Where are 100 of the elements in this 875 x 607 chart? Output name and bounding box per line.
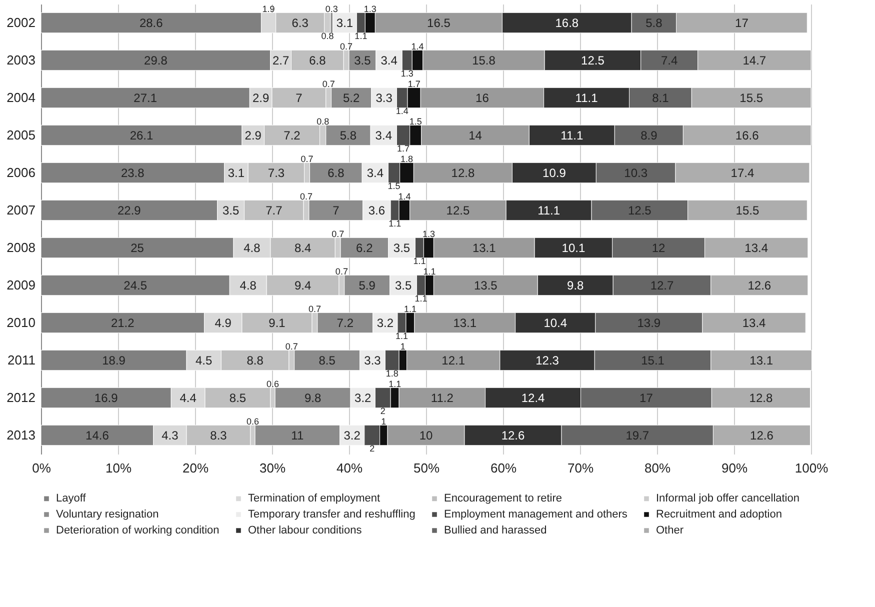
data-label: 2.9 — [244, 128, 262, 142]
data-label: 1.8 — [400, 154, 414, 164]
data-label: 0.8 — [321, 30, 334, 41]
data-label: 19.7 — [626, 428, 650, 442]
data-label: 0.7 — [335, 266, 348, 276]
data-label: 1.1 — [395, 330, 408, 341]
data-label: 3.5 — [354, 53, 372, 68]
y-tick-label: 2003 — [6, 52, 36, 68]
data-label: 1.5 — [409, 116, 422, 126]
data-label: 12.5 — [628, 203, 652, 218]
data-label: 13.4 — [744, 240, 768, 255]
x-tick-label: 70% — [567, 460, 594, 476]
data-label: 10.9 — [542, 166, 566, 180]
data-label: 12 — [652, 240, 666, 255]
data-label: 0.7 — [332, 228, 344, 239]
data-label: 0.7 — [322, 78, 335, 89]
data-label: 5.2 — [342, 90, 360, 105]
data-label: 1.5 — [388, 180, 400, 191]
legend-label: Bullied and harassed — [444, 524, 547, 536]
data-label: 25 — [130, 240, 144, 255]
data-label: 1.7 — [408, 78, 420, 89]
data-label: 3.4 — [366, 166, 384, 180]
data-label: 3.1 — [228, 166, 245, 180]
data-label: 18.9 — [102, 353, 126, 368]
data-label: 17 — [735, 16, 749, 30]
data-label: 3.4 — [375, 128, 392, 142]
data-label: 4.4 — [180, 390, 197, 405]
data-label: 2 — [380, 406, 386, 416]
data-label: 24.5 — [124, 278, 148, 292]
data-label: 7 — [332, 203, 340, 218]
x-tick-label: 40% — [336, 460, 363, 476]
data-label: 1.1 — [404, 304, 416, 314]
data-label: 1.4 — [411, 41, 424, 52]
data-label: 14 — [468, 128, 482, 142]
x-tick-label: 10% — [105, 460, 132, 476]
data-label: 12.3 — [536, 353, 560, 368]
data-label: 1 — [400, 341, 406, 352]
data-label: 12.1 — [442, 353, 466, 368]
x-tick-label: 0% — [32, 460, 52, 476]
x-tick-label: 20% — [182, 460, 209, 476]
data-label: 0.3 — [325, 4, 338, 14]
legend-label: Layoff — [56, 492, 87, 505]
data-label: 12.8 — [749, 390, 773, 405]
data-label: 13.4 — [742, 316, 766, 330]
data-label: 8.8 — [246, 353, 264, 368]
data-label: 13.5 — [474, 278, 498, 292]
data-label: 23.8 — [120, 166, 145, 180]
data-label: 12.5 — [581, 53, 605, 68]
data-label: 17 — [640, 390, 654, 405]
data-label: 1.1 — [388, 218, 402, 228]
data-label: 7 — [296, 90, 303, 105]
data-label: 8.4 — [294, 240, 312, 255]
data-label: 16 — [476, 90, 490, 105]
y-tick-label: 2008 — [6, 240, 36, 255]
data-label: 4.9 — [214, 316, 232, 330]
y-tick-label: 2012 — [6, 390, 36, 405]
data-label: 27.1 — [134, 90, 158, 105]
data-label: 16.8 — [555, 16, 579, 30]
data-label: 1.1 — [414, 293, 428, 304]
data-label: 10.4 — [544, 316, 568, 330]
data-label: 16.9 — [94, 390, 118, 405]
x-tick-label: 80% — [644, 460, 671, 476]
data-label: 0.7 — [308, 304, 321, 314]
data-label: 2.7 — [272, 53, 290, 68]
data-label: 28.6 — [139, 16, 164, 30]
data-label: 12.6 — [748, 278, 772, 292]
data-label: 11 — [291, 428, 304, 442]
data-label: 3.5 — [222, 203, 240, 218]
data-label: 7.2 — [336, 316, 354, 330]
data-label: 15.5 — [740, 90, 764, 105]
legend-label: Employment management and others — [444, 508, 628, 520]
data-label: 0.7 — [340, 41, 353, 52]
data-label: 10 — [419, 428, 433, 442]
data-label: 5.8 — [646, 16, 663, 30]
data-label: 16.6 — [735, 128, 760, 142]
data-label: 4.8 — [244, 240, 261, 255]
x-tick-label: 50% — [413, 460, 440, 476]
data-label: 10.3 — [624, 166, 648, 180]
data-label: 3.2 — [376, 316, 394, 330]
y-tick-label: 2010 — [6, 314, 36, 330]
data-label: 6.2 — [356, 240, 374, 255]
legend-label: Voluntary resignation — [56, 508, 159, 520]
data-label: 3.4 — [380, 53, 398, 68]
data-label: 8.5 — [229, 390, 246, 405]
data-label: 7.4 — [660, 53, 678, 68]
data-label: 0.8 — [316, 116, 330, 126]
legend-label: Other labour conditions — [248, 524, 362, 536]
data-label: 1.3 — [364, 4, 376, 14]
y-tick-label: 2004 — [6, 90, 36, 105]
data-label: 0.6 — [246, 416, 260, 426]
data-label: 1.8 — [386, 368, 398, 378]
data-label: 12.7 — [650, 278, 674, 292]
data-label: 13.1 — [453, 316, 477, 330]
data-label: 1.3 — [400, 68, 414, 78]
data-label: 17.4 — [730, 166, 754, 180]
data-label: 3.5 — [393, 240, 410, 255]
data-label: 0.6 — [266, 378, 280, 389]
data-label: 7.7 — [266, 203, 283, 218]
y-tick-label: 2007 — [6, 202, 36, 218]
data-label: 13.9 — [637, 316, 661, 330]
